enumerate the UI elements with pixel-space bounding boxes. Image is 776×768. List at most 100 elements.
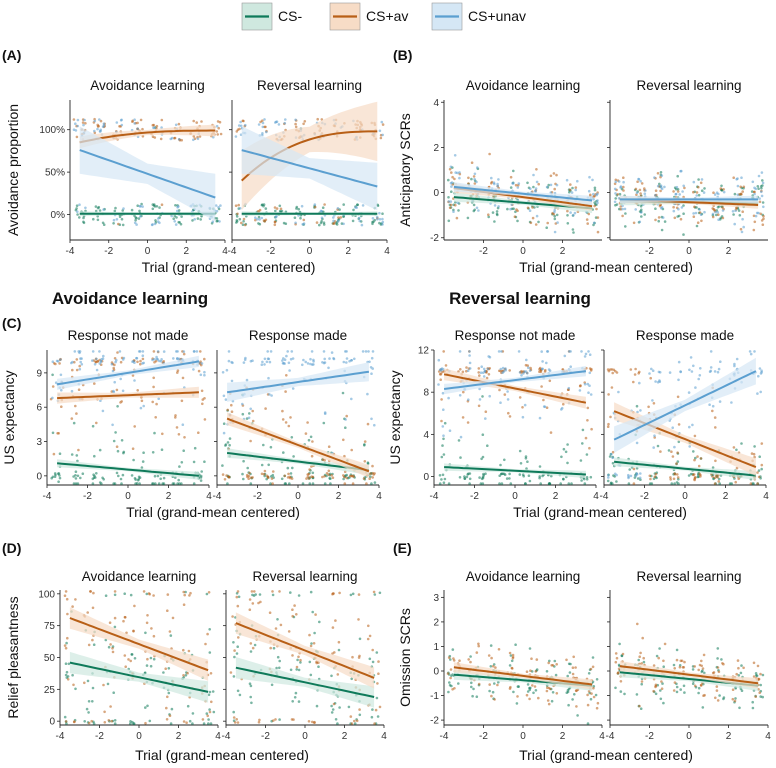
data-point xyxy=(571,672,575,676)
data-point xyxy=(295,665,299,669)
data-point xyxy=(119,477,123,481)
data-point xyxy=(596,216,600,219)
data-point xyxy=(752,675,756,678)
data-point xyxy=(732,213,735,216)
data-point xyxy=(650,367,653,371)
y-tick-label: 2 xyxy=(433,617,439,628)
data-point xyxy=(241,412,245,416)
data-point xyxy=(584,436,588,440)
data-point xyxy=(654,380,657,383)
data-point xyxy=(753,350,756,353)
data-point xyxy=(252,594,256,597)
data-point xyxy=(112,390,116,394)
fit-line-cs-av xyxy=(57,391,199,400)
data-point xyxy=(64,673,68,677)
data-point xyxy=(350,359,353,362)
data-point xyxy=(484,472,487,476)
data-point xyxy=(242,477,245,481)
data-point xyxy=(93,382,96,385)
data-point xyxy=(614,660,618,664)
data-point xyxy=(751,700,754,704)
data-point xyxy=(177,433,181,436)
data-point xyxy=(672,663,676,667)
data-point xyxy=(651,369,655,373)
data-point xyxy=(586,703,590,707)
data-point xyxy=(576,714,579,717)
data-point xyxy=(442,350,446,353)
data-point xyxy=(733,364,736,368)
data-point xyxy=(660,680,663,683)
data-point xyxy=(108,621,112,624)
data-point xyxy=(249,684,253,688)
x-axis-label: Trial (grand-mean centered) xyxy=(519,747,693,763)
data-point xyxy=(160,118,164,122)
data-point xyxy=(676,476,680,479)
data-point xyxy=(381,133,385,137)
data-point xyxy=(81,121,85,124)
data-point xyxy=(699,213,703,216)
data-point xyxy=(278,659,282,663)
data-point xyxy=(470,681,473,685)
data-point xyxy=(526,206,530,210)
data-point xyxy=(65,641,68,645)
data-point xyxy=(242,361,246,364)
data-point xyxy=(309,435,313,439)
legend-item-cs-: CS- xyxy=(241,2,302,31)
data-point xyxy=(155,124,159,128)
data-point xyxy=(755,211,759,215)
data-point xyxy=(717,480,720,483)
data-point xyxy=(327,366,330,370)
data-point xyxy=(172,482,176,485)
data-point xyxy=(119,119,123,122)
data-point xyxy=(718,694,721,697)
data-point xyxy=(691,423,694,427)
data-point xyxy=(712,191,715,194)
data-point xyxy=(733,699,737,703)
data-point xyxy=(358,713,362,717)
data-point xyxy=(98,481,102,484)
data-point xyxy=(716,370,720,374)
data-point xyxy=(84,206,87,210)
data-point xyxy=(151,358,154,362)
data-point xyxy=(242,217,246,221)
data-point xyxy=(195,121,198,124)
data-point xyxy=(249,650,253,653)
fit-line-cs- xyxy=(69,661,209,693)
data-point xyxy=(98,350,101,353)
data-point xyxy=(91,482,95,485)
data-point xyxy=(173,220,176,223)
data-point xyxy=(454,203,457,207)
data-point xyxy=(672,209,676,213)
data-point xyxy=(113,719,117,722)
data-point xyxy=(697,686,701,690)
data-point xyxy=(741,190,744,193)
data-point xyxy=(101,125,105,128)
data-point xyxy=(261,360,264,364)
data-point xyxy=(752,661,756,665)
data-point xyxy=(490,694,493,698)
data-point xyxy=(136,127,139,130)
data-point xyxy=(699,367,702,370)
data-point xyxy=(469,660,472,664)
data-point xyxy=(258,218,261,221)
x-axis-label: Trial (grand-mean centered) xyxy=(513,504,687,520)
data-point xyxy=(133,122,136,125)
data-point xyxy=(578,389,582,392)
x-tick-label: 2 xyxy=(560,246,566,257)
data-point xyxy=(449,203,453,207)
data-point xyxy=(279,623,283,627)
data-point xyxy=(680,206,684,209)
data-point xyxy=(488,689,491,693)
data-point xyxy=(593,188,597,192)
data-point xyxy=(453,154,457,157)
data-point xyxy=(555,692,559,695)
data-point xyxy=(176,369,180,372)
data-point xyxy=(621,214,624,218)
data-point xyxy=(735,672,738,676)
facet-title: Avoidance learning xyxy=(466,569,581,584)
data-point xyxy=(761,673,765,677)
data-point xyxy=(289,668,293,672)
data-point xyxy=(333,651,336,654)
data-point xyxy=(524,457,528,460)
